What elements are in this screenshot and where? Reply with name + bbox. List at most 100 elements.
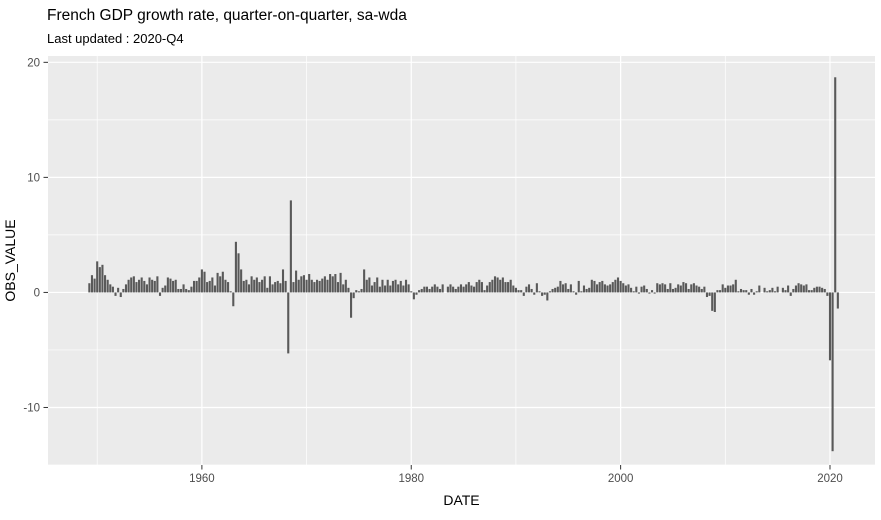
gdp-quarter-bar [671, 288, 675, 293]
gdp-quarter-bar [488, 282, 491, 293]
gdp-quarter-bar [768, 290, 771, 293]
gdp-quarter-bar [781, 287, 784, 293]
gdp-quarter-bar [221, 271, 224, 293]
gdp-quarter-bar [433, 284, 436, 293]
gdp-quarter-bar [527, 284, 531, 293]
gdp-quarter-bar [104, 275, 107, 293]
gdp-quarter-bar [111, 286, 114, 293]
gdp-quarter-bar [227, 282, 230, 293]
gdp-quarter-bar [624, 285, 627, 293]
gdp-quarter-bar [187, 290, 190, 293]
gdp-quarter-bar [564, 283, 567, 293]
gdp-quarter-bar [509, 279, 512, 293]
gdp-quarter-bar [452, 286, 455, 293]
gdp-quarter-bar [588, 287, 591, 293]
gdp-quarter-bar [247, 284, 251, 293]
gdp-quarter-bar [323, 276, 326, 293]
gdp-quarter-bar [192, 280, 196, 293]
gdp-quarter-bar [352, 292, 355, 299]
gdp-quarter-bar [161, 287, 164, 293]
gdp-quarter-bar [580, 291, 583, 293]
gdp-quarter-bar [758, 285, 761, 293]
gdp-quarter-bar [666, 288, 669, 293]
gdp-quarter-bar [821, 287, 824, 293]
gdp-quarter-bar [386, 279, 389, 293]
gdp-quarter-bar [504, 282, 507, 293]
gdp-quarter-bar [295, 270, 298, 293]
gdp-quarter-bar [177, 288, 180, 293]
gdp-quarter-bar [279, 283, 282, 293]
gdp-quarter-bar [441, 284, 444, 293]
gdp-quarter-bar [412, 292, 415, 300]
gdp-quarter-bar [122, 288, 125, 293]
gdp-quarter-bar [404, 279, 408, 293]
gdp-quarter-bar [185, 288, 188, 293]
gdp-quarter-bar [347, 287, 350, 293]
gdp-quarter-bar [465, 284, 468, 293]
gdp-quarter-bar [415, 292, 418, 295]
gdp-quarter-bar [373, 282, 376, 293]
gdp-quarter-bar [828, 292, 832, 361]
gdp-quarter-bar [203, 271, 206, 293]
gdp-quarter-bar [219, 276, 222, 293]
gdp-quarter-bar [653, 292, 656, 294]
gdp-quarter-bar [546, 292, 549, 301]
gdp-quarter-bar [240, 269, 243, 293]
gdp-quarter-bar [365, 279, 368, 293]
gdp-quarter-bar [705, 292, 709, 298]
gdp-quarter-bar [784, 290, 787, 293]
gdp-quarter-bar [703, 286, 706, 293]
gdp-quarter-bar [598, 282, 601, 293]
gdp-quarter-bar [300, 276, 303, 293]
gdp-quarter-bar [148, 277, 151, 293]
gdp-quarter-bar [808, 290, 811, 293]
gdp-quarter-bar [318, 280, 321, 293]
gdp-quarter-bar [255, 277, 258, 293]
gdp-quarter-bar [310, 279, 313, 293]
gdp-quarter-bar [501, 277, 504, 293]
gdp-quarter-bar [601, 280, 604, 293]
gdp-quarter-bar [397, 284, 400, 293]
gdp-quarter-bar [263, 276, 266, 293]
gdp-quarter-bar [627, 284, 630, 293]
gdp-quarter-bar [711, 292, 714, 311]
gdp-quarter-bar [292, 282, 295, 293]
gdp-quarter-bar [418, 290, 421, 293]
gdp-quarter-bar [708, 292, 711, 296]
gdp-quarter-bar [834, 77, 837, 293]
gdp-quarter-bar [281, 269, 285, 293]
gdp-quarter-bar [635, 286, 638, 293]
gdp-quarter-bar [213, 285, 217, 293]
gdp-quarter-bar [117, 287, 120, 293]
gdp-quarter-bar [593, 280, 596, 293]
gdp-quarter-bar [96, 261, 99, 293]
gdp-quarter-bar [438, 288, 442, 293]
x-tick-label: 1960 [189, 473, 215, 485]
gdp-quarter-bar [771, 287, 774, 293]
gdp-quarter-bar [794, 285, 798, 293]
gdp-quarter-bar [716, 290, 719, 293]
gdp-quarter-bar [339, 272, 342, 293]
gdp-quarter-bar [200, 269, 203, 293]
gdp-quarter-bar [336, 282, 340, 293]
gdp-quarter-bar [483, 290, 486, 293]
gdp-quarter-bar [321, 278, 324, 293]
gdp-quarter-bar [685, 283, 688, 293]
gdp-quarter-bar [499, 279, 502, 293]
gdp-quarter-bar [172, 280, 175, 293]
gdp-quarter-bar [381, 279, 384, 293]
gdp-quarter-bar [459, 284, 463, 293]
gdp-quarter-bar [467, 282, 470, 293]
gdp-quarter-bar [637, 292, 640, 294]
gdp-quarter-bar [130, 277, 133, 293]
gdp-quarter-bar [496, 277, 499, 293]
gdp-quarter-bar [533, 292, 536, 295]
gdp-quarter-bar [619, 280, 622, 293]
gdp-quarter-bar [470, 285, 473, 293]
gdp-quarter-bar [266, 287, 269, 293]
gdp-quarter-bar [632, 291, 635, 293]
gdp-quarter-bar [143, 280, 146, 293]
gdp-quarter-bar [517, 290, 520, 293]
gdp-quarter-bar [658, 284, 661, 293]
